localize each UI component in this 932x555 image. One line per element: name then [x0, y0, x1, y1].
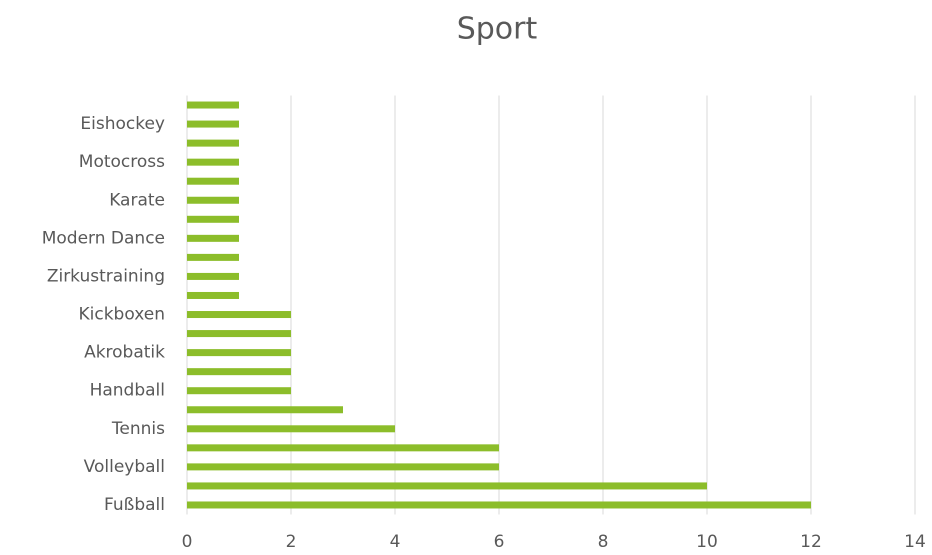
bar [187, 444, 499, 452]
bar [187, 234, 239, 242]
x-tick-label: 0 [182, 532, 193, 552]
y-tick-label: Akrobatik [84, 343, 165, 363]
x-tick-label: 2 [286, 532, 297, 552]
bar [187, 368, 291, 376]
bar [187, 158, 239, 166]
bar [187, 501, 811, 509]
x-tick-label: 6 [494, 532, 505, 552]
bar [187, 387, 291, 395]
y-tick-label: Volleyball [84, 457, 165, 477]
bar [187, 406, 343, 414]
bar [187, 311, 291, 319]
bar [187, 349, 291, 357]
bar [187, 139, 239, 147]
bar [187, 272, 239, 280]
x-tick-label: 12 [800, 532, 822, 552]
y-tick-label: Motocross [79, 152, 165, 172]
y-tick-label: Eishockey [80, 114, 165, 134]
bar [187, 196, 239, 204]
y-tick-label: Kickboxen [78, 305, 165, 325]
bar [187, 291, 239, 299]
bar [187, 330, 291, 338]
y-tick-label: Karate [109, 190, 165, 210]
x-tick-label: 8 [598, 532, 609, 552]
y-tick-label: Handball [90, 381, 165, 401]
y-tick-label: Fußball [104, 495, 165, 515]
bar [187, 482, 707, 490]
bar [187, 253, 239, 261]
y-tick-label: Zirkustraining [47, 266, 165, 286]
bar [187, 120, 239, 128]
y-tick-label: Modern Dance [42, 228, 165, 248]
x-tick-label: 14 [904, 532, 926, 552]
bar [187, 177, 239, 185]
x-tick-label: 4 [390, 532, 401, 552]
bar [187, 101, 239, 109]
bar [187, 463, 499, 471]
chart-title: Sport [457, 12, 538, 47]
bar [187, 425, 395, 433]
y-tick-label: Tennis [111, 419, 165, 439]
x-tick-label: 10 [696, 532, 718, 552]
bar [187, 215, 239, 223]
